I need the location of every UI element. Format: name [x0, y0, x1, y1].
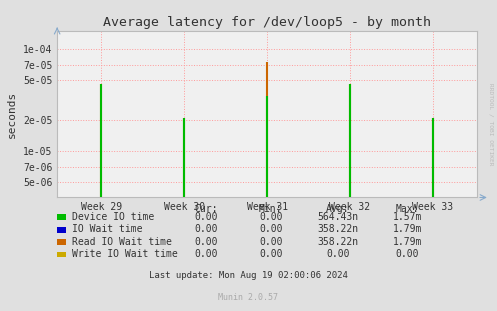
Text: Min:: Min:	[259, 204, 283, 214]
Text: Cur:: Cur:	[194, 204, 218, 214]
Text: Last update: Mon Aug 19 02:00:06 2024: Last update: Mon Aug 19 02:00:06 2024	[149, 271, 348, 280]
Y-axis label: seconds: seconds	[7, 91, 17, 138]
Text: 358.22n: 358.22n	[318, 225, 358, 234]
Text: Device IO time: Device IO time	[72, 212, 154, 222]
Text: 564.43n: 564.43n	[318, 212, 358, 222]
Text: Read IO Wait time: Read IO Wait time	[72, 237, 172, 247]
Text: 1.79m: 1.79m	[393, 237, 422, 247]
Text: 1.57m: 1.57m	[393, 212, 422, 222]
Text: 0.00: 0.00	[326, 249, 350, 259]
Text: 0.00: 0.00	[194, 237, 218, 247]
Text: 0.00: 0.00	[194, 249, 218, 259]
Text: 0.00: 0.00	[259, 237, 283, 247]
Text: Max:: Max:	[396, 204, 419, 214]
Text: 0.00: 0.00	[194, 225, 218, 234]
Text: 1.79m: 1.79m	[393, 225, 422, 234]
Text: 0.00: 0.00	[194, 212, 218, 222]
Text: 0.00: 0.00	[259, 225, 283, 234]
Text: 0.00: 0.00	[259, 212, 283, 222]
Text: 0.00: 0.00	[259, 249, 283, 259]
Text: Munin 2.0.57: Munin 2.0.57	[219, 293, 278, 301]
Text: 358.22n: 358.22n	[318, 237, 358, 247]
Text: IO Wait time: IO Wait time	[72, 225, 143, 234]
Text: Write IO Wait time: Write IO Wait time	[72, 249, 178, 259]
Title: Average latency for /dev/loop5 - by month: Average latency for /dev/loop5 - by mont…	[103, 16, 431, 29]
Text: 0.00: 0.00	[396, 249, 419, 259]
Text: RRDTOOL / TOBI OETIKER: RRDTOOL / TOBI OETIKER	[488, 83, 493, 166]
Text: Avg:: Avg:	[326, 204, 350, 214]
